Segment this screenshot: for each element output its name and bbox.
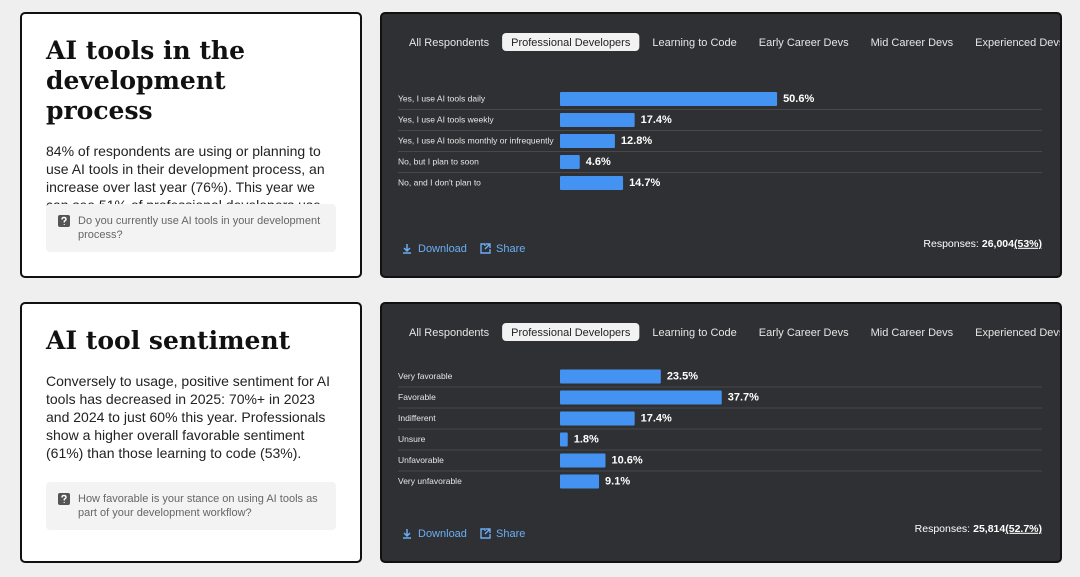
category-label: No, but I plan to soon — [398, 156, 479, 166]
share-icon — [480, 243, 491, 254]
question-text: How favorable is your stance on using AI… — [78, 493, 318, 519]
bar — [560, 134, 615, 148]
section-title: AI tools in the development process — [46, 36, 245, 125]
bar — [560, 453, 606, 468]
tab[interactable]: Professional Developers — [502, 323, 640, 341]
bar — [560, 432, 568, 447]
responses-share: (53%) — [1014, 238, 1042, 250]
tab[interactable]: Learning to Code — [652, 327, 736, 339]
category-label: Unsure — [398, 434, 426, 444]
share-label: Share — [496, 528, 525, 540]
bar — [560, 92, 778, 106]
share-button[interactable]: Share — [480, 528, 525, 540]
tab-label: Experienced Devs — [975, 37, 1060, 49]
download-button[interactable]: Download — [403, 528, 467, 540]
value-label: 14.7% — [629, 177, 660, 189]
section-body: Conversely to usage, positive sentiment … — [46, 373, 331, 461]
chart: All Respondents Professional Developers Le… — [398, 323, 1060, 540]
value-label: 1.8% — [574, 433, 599, 445]
tab[interactable]: All Respondents — [409, 37, 490, 49]
download-icon — [403, 244, 411, 254]
category-label: Indifferent — [398, 413, 436, 423]
section-title: AI tool sentiment — [46, 326, 291, 355]
tab-label: Learning to Code — [652, 37, 736, 49]
category-label: Yes, I use AI tools daily — [398, 93, 486, 103]
category-label: No, and I don't plan to — [398, 177, 481, 187]
tab[interactable]: Experienced Devs — [975, 327, 1060, 339]
chart-card: All Respondents Professional Developers Le… — [380, 12, 1062, 278]
download-label: Download — [418, 528, 467, 540]
responses-label: Responses: — [915, 523, 970, 535]
text-card: AI tools in the development process 84% o… — [20, 12, 362, 278]
tab[interactable]: Experienced Devs — [975, 37, 1060, 49]
tab[interactable]: All Respondents — [409, 327, 490, 339]
bar — [560, 411, 635, 426]
question-icon — [58, 215, 70, 227]
category-label: Favorable — [398, 392, 436, 402]
bar — [560, 390, 722, 405]
tab[interactable]: Professional Developers — [502, 33, 640, 51]
category-label: Yes, I use AI tools weekly — [398, 114, 494, 124]
value-label: 12.8% — [621, 135, 652, 147]
tab-label: Early Career Devs — [759, 37, 849, 49]
bar — [560, 369, 661, 384]
question-box: Do you currently use AI tools in your de… — [46, 204, 336, 252]
share-button[interactable]: Share — [480, 243, 525, 255]
value-label: 37.7% — [728, 391, 759, 403]
chart: All Respondents Professional Developers Le… — [398, 33, 1060, 255]
icon-glyph — [61, 216, 67, 225]
category-label: Very favorable — [398, 371, 453, 381]
tab-label: Experienced Devs — [975, 327, 1060, 339]
tab[interactable]: Learning to Code — [652, 37, 736, 49]
bar — [560, 474, 600, 489]
value-label: 17.4% — [641, 114, 672, 126]
value-label: 50.6% — [783, 93, 814, 105]
tab[interactable]: Early Career Devs — [759, 37, 849, 49]
tab-selected-bg — [502, 33, 640, 51]
tab-label: Mid Career Devs — [871, 37, 954, 49]
icon-glyph — [61, 494, 67, 503]
question-icon — [58, 493, 70, 505]
category-label: Very unfavorable — [398, 476, 462, 486]
bar — [560, 113, 635, 127]
bar — [560, 176, 624, 190]
value-label: 23.5% — [667, 370, 698, 382]
responses-count: 25,814 — [973, 523, 1005, 535]
category-label: Yes, I use AI tools monthly or infrequen… — [398, 135, 554, 145]
text-card: AI tool sentiment Conversely to usage, po… — [20, 302, 362, 563]
download-icon — [403, 529, 411, 539]
tab-label: All Respondents — [409, 37, 490, 49]
bar — [560, 155, 580, 169]
question-box: How favorable is your stance on using AI… — [46, 482, 336, 530]
tab-label: Learning to Code — [652, 327, 736, 339]
tab-label: Early Career Devs — [759, 327, 849, 339]
tab-label: Professional Developers — [511, 327, 631, 339]
value-label: 10.6% — [611, 454, 642, 466]
value-label: 4.6% — [586, 156, 611, 168]
question-text: Do you currently use AI tools in your de… — [78, 215, 321, 241]
tab[interactable]: Mid Career Devs — [871, 327, 954, 339]
tab-selected-bg — [502, 323, 640, 341]
download-button[interactable]: Download — [403, 243, 467, 255]
responses-share: (52.7%) — [1005, 523, 1042, 535]
category-label: Unfavorable — [398, 455, 444, 465]
share-label: Share — [496, 243, 525, 255]
share-icon — [480, 528, 491, 539]
tab-label: All Respondents — [409, 327, 490, 339]
tab-label: Professional Developers — [511, 37, 631, 49]
tab[interactable]: Mid Career Devs — [871, 37, 954, 49]
value-label: 9.1% — [605, 475, 630, 487]
responses-count: 26,004 — [982, 238, 1014, 250]
tab-label: Mid Career Devs — [871, 327, 954, 339]
responses-label: Responses: — [923, 238, 978, 250]
chart-card: All Respondents Professional Developers Le… — [380, 302, 1062, 563]
value-label: 17.4% — [641, 412, 672, 424]
download-label: Download — [418, 243, 467, 255]
tab[interactable]: Early Career Devs — [759, 327, 849, 339]
